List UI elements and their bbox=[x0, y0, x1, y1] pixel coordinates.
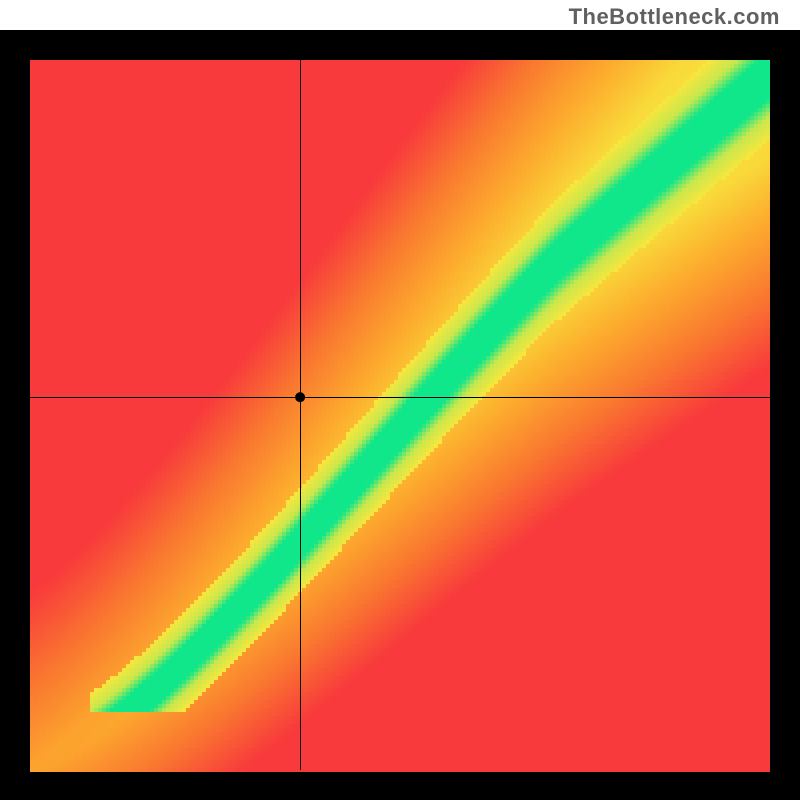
heatmap-canvas bbox=[0, 30, 800, 800]
watermark-text: TheBottleneck.com bbox=[569, 4, 780, 30]
bottleneck-heatmap bbox=[0, 30, 800, 800]
